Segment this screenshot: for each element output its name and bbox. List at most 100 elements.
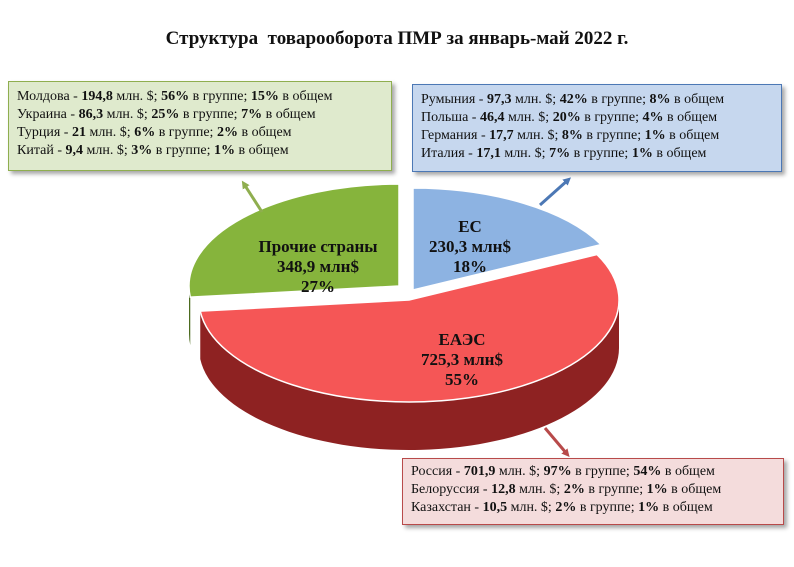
country-row: Молдова - 194,8 млн. $; 56% в группе; 15… xyxy=(17,88,383,106)
country-row: Россия - 701,9 млн. $; 97% в группе; 54%… xyxy=(411,463,775,481)
slice-percent-label: 18% xyxy=(453,257,487,276)
in-total-text: в общем xyxy=(661,464,715,479)
country-row: Турция - 21 млн. $; 6% в группе; 2% в об… xyxy=(17,124,383,142)
share-in-total: 1% xyxy=(646,482,668,497)
share-in-total: 1% xyxy=(638,500,660,515)
in-group-text: в группе; xyxy=(189,89,251,104)
country-name: Белоруссия xyxy=(411,482,480,497)
eu-breakdown: Румыния - 97,3 млн. $; 42% в группе; 8% … xyxy=(412,84,782,172)
in-total-text: в общем xyxy=(665,128,720,143)
amount-value: 17,1 xyxy=(476,146,501,161)
country-name: Китай xyxy=(17,143,54,158)
share-in-group: 6% xyxy=(134,125,156,140)
share-in-total: 2% xyxy=(216,125,238,140)
country-name: Украина xyxy=(17,107,67,122)
unit-text: млн. $; xyxy=(500,146,550,161)
separator-text: - xyxy=(69,89,82,104)
unit-text: млн. $; xyxy=(495,464,544,479)
country-row: Казахстан - 10,5 млн. $; 2% в группе; 1%… xyxy=(411,499,775,517)
share-in-total: 1% xyxy=(631,146,653,161)
share-in-total: 54% xyxy=(633,464,662,479)
in-total-text: в общем xyxy=(663,110,718,125)
amount-value: 86,3 xyxy=(78,107,104,122)
amount-value: 21 xyxy=(71,125,86,140)
slice-ЕАЭС xyxy=(199,253,620,403)
slice-name-label: Прочие страны xyxy=(258,237,377,256)
eaeu-breakdown: Россия - 701,9 млн. $; 97% в группе; 54%… xyxy=(402,458,784,525)
unit-text: млн. $; xyxy=(507,500,556,515)
country-name: Казахстан xyxy=(411,500,471,515)
share-in-total: 4% xyxy=(642,110,664,125)
country-row: Белоруссия - 12,8 млн. $; 2% в группе; 1… xyxy=(411,481,775,499)
amount-value: 194,8 xyxy=(81,89,113,104)
slice-side-ЕАЭС xyxy=(200,300,619,451)
in-group-text: в группе; xyxy=(576,500,639,515)
share-in-group: 2% xyxy=(563,482,585,497)
share-in-total: 7% xyxy=(241,107,263,122)
other-countries-breakdown: Молдова - 194,8 млн. $; 56% в группе; 15… xyxy=(8,81,392,171)
in-group-text: в группе; xyxy=(580,110,643,125)
in-total-text: в общем xyxy=(278,89,333,104)
in-group-text: в группе; xyxy=(570,146,632,161)
country-row: Китай - 9,4 млн. $; 3% в группе; 1% в об… xyxy=(17,142,383,160)
country-row: Германия - 17,7 млн. $; 8% в группе; 1% … xyxy=(421,127,773,145)
slice-name-label: ЕАЭС xyxy=(439,330,486,349)
separator-text: - xyxy=(60,125,72,140)
arrow-eaeu xyxy=(543,427,570,458)
share-in-total: 1% xyxy=(214,143,235,158)
in-group-text: в группе; xyxy=(155,125,217,140)
amount-value: 97,3 xyxy=(486,92,512,107)
share-in-group: 20% xyxy=(552,110,581,125)
share-in-total: 8% xyxy=(649,92,671,107)
amount-value: 46,4 xyxy=(479,110,505,125)
country-row: Италия - 17,1 млн. $; 7% в группе; 1% в … xyxy=(421,145,773,163)
country-row: Польша - 46,4 млн. $; 20% в группе; 4% в… xyxy=(421,109,773,127)
in-total-text: в общем xyxy=(659,500,713,515)
share-in-group: 2% xyxy=(555,500,577,515)
share-in-group: 42% xyxy=(559,92,588,107)
in-total-text: в общем xyxy=(670,92,725,107)
country-name: Турция xyxy=(17,125,61,140)
country-name: Германия xyxy=(421,128,478,143)
slice-percent-label: 27% xyxy=(301,277,335,296)
in-group-text: в группе; xyxy=(152,143,214,158)
unit-text: млн. $; xyxy=(112,89,162,104)
country-name: Молдова xyxy=(17,89,70,104)
separator-text: - xyxy=(468,110,480,125)
unit-text: млн. $; xyxy=(83,143,132,158)
slice-value-label: 348,9 млн$ xyxy=(277,257,359,276)
amount-value: 701,9 xyxy=(463,464,496,479)
in-total-text: в общем xyxy=(235,143,289,158)
amount-value: 12,8 xyxy=(491,482,516,497)
in-total-text: в общем xyxy=(667,482,722,497)
slice-percent-label: 55% xyxy=(445,370,479,389)
slice-Прочие страны xyxy=(188,183,400,298)
share-in-group: 56% xyxy=(161,89,190,104)
country-row: Румыния - 97,3 млн. $; 42% в группе; 8% … xyxy=(421,91,773,109)
share-in-group: 8% xyxy=(561,128,583,143)
in-total-text: в общем xyxy=(262,107,316,122)
slice-name-label: ЕС xyxy=(458,217,482,236)
slice-value-label: 230,3 млн$ xyxy=(429,237,511,256)
share-in-group: 25% xyxy=(151,107,180,122)
share-in-group: 7% xyxy=(549,146,571,161)
unit-text: млн. $; xyxy=(504,110,553,125)
separator-text: - xyxy=(464,146,477,161)
slice-ЕС xyxy=(412,187,603,291)
separator-text: - xyxy=(452,464,464,479)
in-total-text: в общем xyxy=(652,146,707,161)
share-in-total: 15% xyxy=(250,89,279,104)
in-group-text: в группе; xyxy=(584,482,647,497)
in-group-text: в группе; xyxy=(571,464,634,479)
unit-text: млн. $; xyxy=(511,92,560,107)
share-in-group: 97% xyxy=(543,464,572,479)
slice-side-Прочие страны xyxy=(189,286,191,346)
unit-text: млн. $; xyxy=(515,482,564,497)
unit-text: млн. $; xyxy=(103,107,152,122)
slice-value-label: 725,3 млн$ xyxy=(421,350,503,369)
unit-text: млн. $; xyxy=(85,125,135,140)
separator-text: - xyxy=(66,107,79,122)
in-group-text: в группе; xyxy=(587,92,650,107)
